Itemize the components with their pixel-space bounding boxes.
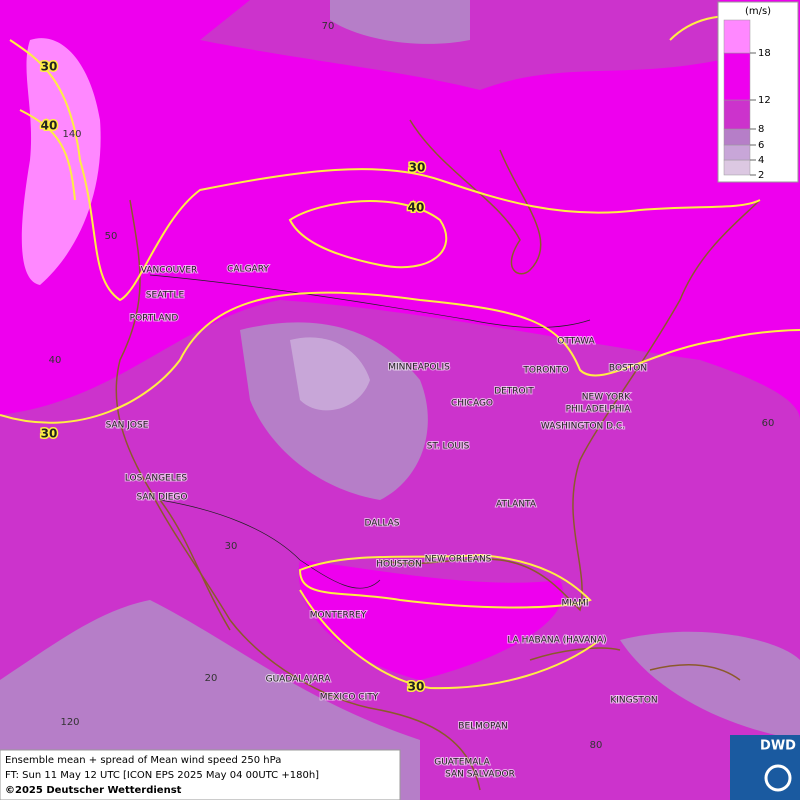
city-label: VANCOUVER <box>141 266 198 276</box>
graticule-label: 70 <box>322 21 335 32</box>
contour-label: 40 <box>41 119 58 133</box>
contour-label: 30 <box>41 60 58 74</box>
legend-label: 12 <box>758 95 771 106</box>
city-label: DETROIT <box>494 387 534 397</box>
city-label: ATLANTA <box>496 500 537 510</box>
logo-icon <box>764 764 792 792</box>
legend-band <box>723 19 751 54</box>
graticule-label: 140 <box>62 129 81 140</box>
city-label: MEXICO CITY <box>320 693 379 703</box>
logo-text: DWD <box>760 739 796 754</box>
borders <box>149 274 591 589</box>
isotachs <box>0 15 800 690</box>
city-label: MONTERREY <box>310 611 367 621</box>
contour-label: 40 <box>408 201 425 215</box>
field-area <box>620 631 800 740</box>
legend-label: 6 <box>758 140 764 151</box>
field-area <box>330 0 470 44</box>
city-label: SAN JOSE <box>106 421 149 431</box>
legend-band <box>723 159 751 176</box>
graticule-label: 30 <box>225 541 238 552</box>
city-label: CALGARY <box>227 265 269 275</box>
field-area <box>240 322 428 500</box>
city-label: KINGSTON <box>610 696 657 706</box>
city-label: HOUSTON <box>376 560 421 570</box>
legend-label: 4 <box>758 155 764 166</box>
graticule-label: 80 <box>590 740 603 751</box>
legend-band <box>723 52 751 101</box>
city-label: PHILADELPHIA <box>566 405 632 415</box>
contour-label: 30 <box>41 427 58 441</box>
city-label: OTTAWA <box>557 337 595 347</box>
caption-line: FT: Sun 11 May 12 UTC [ICON EPS 2025 May… <box>5 770 319 781</box>
legend-band <box>723 144 751 161</box>
city-label: MINNEAPOLIS <box>388 363 450 373</box>
city-label: GUATEMALA <box>434 758 490 768</box>
graticule-label: 20 <box>205 673 218 684</box>
graticule-label: 60 <box>762 418 775 429</box>
city-label: SAN SALVADOR <box>445 770 515 780</box>
field-area <box>290 337 370 411</box>
contour-label: 30 <box>408 680 425 694</box>
city-label: BOSTON <box>609 364 647 374</box>
coastlines <box>115 119 761 791</box>
caption-line: ©2025 Deutscher Wetterdienst <box>5 785 182 796</box>
logo-box <box>730 735 800 800</box>
city-label: WASHINGTON D.C. <box>541 422 625 432</box>
legend-label: 2 <box>758 170 764 181</box>
city-label: CHICAGO <box>451 399 493 409</box>
city-label: SAN DIEGO <box>137 493 188 503</box>
city-label: NEW ORLEANS <box>425 555 492 565</box>
city-label: DALLAS <box>364 519 399 529</box>
city-label: BELMOPAN <box>458 722 507 732</box>
graticule-label: 40 <box>49 355 62 366</box>
legend-label: 8 <box>758 124 764 135</box>
field-area <box>21 38 101 285</box>
graticule-label: 50 <box>105 231 118 242</box>
contour-label: 30 <box>409 161 426 175</box>
caption-box <box>0 749 401 800</box>
city-label: LOS ANGELES <box>125 474 188 484</box>
caption-line: Ensemble mean + spread of Mean wind spee… <box>5 755 281 766</box>
legend-band <box>723 128 751 146</box>
legend-band <box>723 99 751 130</box>
city-label: ST. LOUIS <box>427 442 470 452</box>
graticule-label: 120 <box>60 717 79 728</box>
city-label: GUADALAJARA <box>266 675 332 685</box>
city-label: SEATTLE <box>146 291 185 301</box>
city-label: TORONTO <box>522 366 568 376</box>
city-label: PORTLAND <box>130 314 179 324</box>
field-area <box>200 0 720 90</box>
legend-label: 18 <box>758 48 771 59</box>
city-label: NEW YORK <box>582 393 632 403</box>
city-label: MIAMI <box>562 599 589 609</box>
legend-unit: (m/s) <box>745 6 771 17</box>
field-area <box>298 560 564 680</box>
city-label: LA HABANA (HAVANA) <box>507 636 606 646</box>
